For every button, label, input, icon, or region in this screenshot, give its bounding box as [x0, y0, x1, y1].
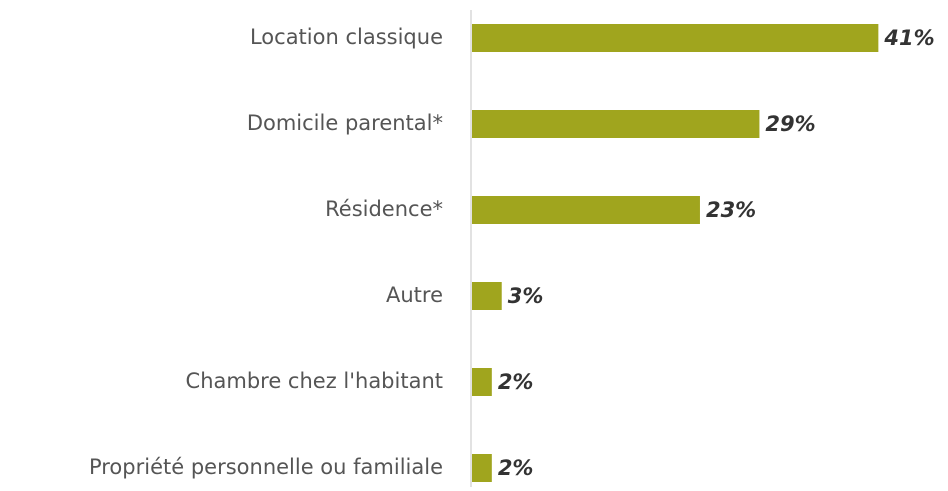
- category-label: Résidence*: [325, 197, 443, 221]
- category-label: Location classique: [250, 25, 443, 49]
- value-label: 2%: [498, 370, 534, 394]
- value-label: 29%: [765, 112, 815, 136]
- category-label: Propriété personnelle ou familiale: [89, 455, 443, 479]
- bar: [472, 24, 879, 52]
- category-label: Chambre chez l'habitant: [186, 369, 443, 393]
- bar: [472, 368, 492, 396]
- bar: [472, 110, 760, 138]
- value-label: 3%: [508, 284, 544, 308]
- bar: [472, 282, 502, 310]
- bar: [472, 454, 492, 482]
- value-label: 2%: [498, 456, 534, 480]
- value-label: 23%: [706, 198, 756, 222]
- value-label: 41%: [883, 26, 934, 50]
- category-label: Autre: [386, 283, 443, 307]
- category-label: Domicile parental*: [247, 111, 443, 135]
- bar: [472, 196, 700, 224]
